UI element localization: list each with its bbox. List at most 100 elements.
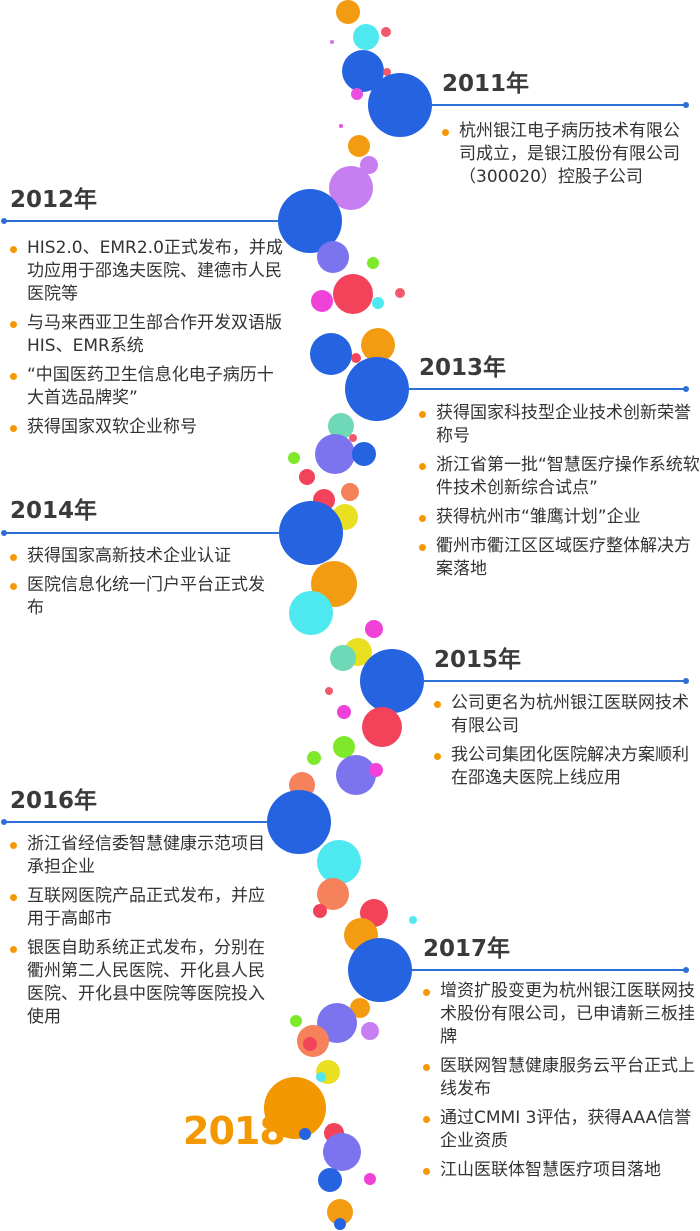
- list-item-text: 增资扩股变更为杭州银江医联网技术股份有限公司，已申请新三板挂牌: [440, 981, 695, 1047]
- list-item-text: 医联网智慧健康服务云平台正式上线发布: [440, 1056, 695, 1099]
- line-end-dot: [683, 678, 689, 684]
- list-item-text: 浙江省经信委智慧健康示范项目承担企业: [27, 834, 265, 877]
- bubble: [299, 1128, 311, 1140]
- list-item: 我公司集团化医院解决方案顺利在邵逸夫医院上线应用: [433, 744, 695, 790]
- bullet-dot: [10, 946, 17, 953]
- bullet-dot: [10, 321, 17, 328]
- connector-line-2013: [408, 386, 689, 392]
- bubble: [313, 904, 327, 918]
- bubble: [341, 483, 359, 501]
- line-end-dot: [683, 967, 689, 973]
- year-2017: 2017年: [423, 936, 511, 962]
- bubble: [328, 413, 354, 439]
- bubble: [339, 124, 343, 128]
- milestone-list-2016: 浙江省经信委智慧健康示范项目承担企业 互联网医院产品正式发布，并应用于高邮市 银…: [9, 833, 271, 1035]
- list-item-text: 通过CMMI 3评估，获得AAA信誉企业资质: [440, 1108, 692, 1151]
- bubble: [318, 1168, 342, 1192]
- list-item-text: 杭州银江电子病历技术有限公司成立，是银江股份有限公司（300020）控股子公司: [459, 121, 680, 187]
- bubble: [288, 452, 300, 464]
- list-item-text: 公司更名为杭州银江医联网技术有限公司: [451, 693, 689, 736]
- year-2013: 2013年: [419, 355, 507, 381]
- bubble: [325, 687, 333, 695]
- bubble: [383, 68, 391, 76]
- bubble: [361, 328, 395, 362]
- list-item-text: 互联网医院产品正式发布，并应用于高邮市: [27, 886, 265, 929]
- list-item-text: 医院信息化统一门户平台正式发布: [27, 575, 265, 618]
- bullet-dot: [423, 1116, 430, 1123]
- bubble: [303, 1037, 317, 1051]
- list-item: 通过CMMI 3评估，获得AAA信誉企业资质: [422, 1107, 700, 1153]
- bubble: [278, 189, 342, 253]
- list-item: 获得国家双软企业称号: [9, 416, 289, 439]
- bullet-dot: [419, 463, 426, 470]
- bubble: [409, 916, 417, 924]
- list-item-text: 衢州市衢江区区域医疗整体解决方案落地: [436, 536, 691, 579]
- year-2011: 2011年: [442, 71, 530, 97]
- connector-line-2017: [412, 967, 689, 973]
- bubble: [395, 288, 405, 298]
- bubble: [311, 290, 333, 312]
- list-item-text: 获得杭州市“雏鹰计划”企业: [436, 507, 641, 527]
- list-item: 浙江省第一批“智慧医疗操作系统软件技术创新综合试点”: [418, 454, 700, 500]
- bubble: [315, 434, 355, 474]
- list-item-text: “中国医药卫生信息化电子病历十大首选品牌奖”: [27, 365, 274, 408]
- bubble: [299, 469, 315, 485]
- bubble: [369, 763, 383, 777]
- milestone-list-2015: 公司更名为杭州银江医联网技术有限公司 我公司集团化医院解决方案顺利在邵逸夫医院上…: [433, 692, 695, 796]
- bubble: [381, 27, 391, 37]
- bubble: [330, 645, 356, 671]
- bubble: [329, 166, 373, 210]
- line-end-dot: [1, 530, 7, 536]
- year-2012: 2012年: [10, 187, 98, 213]
- bubble: [279, 501, 343, 565]
- bubble: [336, 755, 376, 795]
- list-item: 获得杭州市“雏鹰计划”企业: [418, 506, 700, 529]
- bubble: [316, 1072, 326, 1082]
- bullet-dot: [419, 411, 426, 418]
- list-item-text: 浙江省第一批“智慧医疗操作系统软件技术创新综合试点”: [436, 455, 700, 498]
- bubble: [267, 790, 331, 854]
- bubble: [360, 649, 424, 713]
- list-item: 获得国家高新技术企业认证: [9, 545, 279, 568]
- line-end-dot: [683, 386, 689, 392]
- bubble: [327, 1199, 353, 1225]
- bubble: [317, 241, 349, 273]
- year-2016: 2016年: [10, 788, 98, 814]
- milestone-list-2013: 获得国家科技型企业技术创新荣誉称号 浙江省第一批“智慧医疗操作系统软件技术创新综…: [418, 402, 700, 587]
- list-item-text: 获得国家双软企业称号: [27, 417, 197, 437]
- list-item-text: 我公司集团化医院解决方案顺利在邵逸夫医院上线应用: [451, 745, 689, 788]
- bubble: [336, 0, 360, 24]
- milestone-list-2011: 杭州银江电子病历技术有限公司成立，是银江股份有限公司（300020）控股子公司: [441, 120, 686, 195]
- bubble: [372, 297, 384, 309]
- list-item: 互联网医院产品正式发布，并应用于高邮市: [9, 885, 271, 931]
- bubble: [350, 998, 370, 1018]
- final-year-label: 2018: [183, 1109, 286, 1153]
- bubble: [364, 1173, 376, 1185]
- connector-line-2016: [1, 819, 268, 825]
- bubble: [333, 736, 355, 758]
- bubble: [353, 24, 379, 50]
- bubble: [351, 353, 361, 363]
- bubble: [352, 442, 376, 466]
- bullet-dot: [10, 373, 17, 380]
- milestone-list-2014: 获得国家高新技术企业认证 医院信息化统一门户平台正式发布: [9, 545, 279, 626]
- list-item: 衢州市衢江区区域医疗整体解决方案落地: [418, 535, 700, 581]
- year-2014: 2014年: [10, 498, 98, 524]
- bullet-dot: [10, 842, 17, 849]
- bubble: [360, 156, 378, 174]
- bullet-dot: [434, 753, 441, 760]
- bullet-dot: [423, 1168, 430, 1175]
- list-item: 增资扩股变更为杭州银江医联网技术股份有限公司，已申请新三板挂牌: [422, 980, 700, 1049]
- list-item-text: HIS2.0、EMR2.0正式发布，并成功应用于邵逸夫医院、建德市人民医院等: [27, 238, 283, 304]
- bubble: [337, 705, 351, 719]
- bubble: [307, 751, 321, 765]
- list-item-text: 获得国家高新技术企业认证: [27, 546, 231, 566]
- list-item: 浙江省经信委智慧健康示范项目承担企业: [9, 833, 271, 879]
- list-item-text: 与马来西亚卫生部合作开发双语版HIS、EMR系统: [27, 313, 282, 356]
- list-item: 公司更名为杭州银江医联网技术有限公司: [433, 692, 695, 738]
- bubble: [334, 1218, 346, 1230]
- bubble: [333, 274, 373, 314]
- list-item: HIS2.0、EMR2.0正式发布，并成功应用于邵逸夫医院、建德市人民医院等: [9, 237, 289, 306]
- list-item: 医联网智慧健康服务云平台正式上线发布: [422, 1055, 700, 1101]
- list-item: 医院信息化统一门户平台正式发布: [9, 574, 279, 620]
